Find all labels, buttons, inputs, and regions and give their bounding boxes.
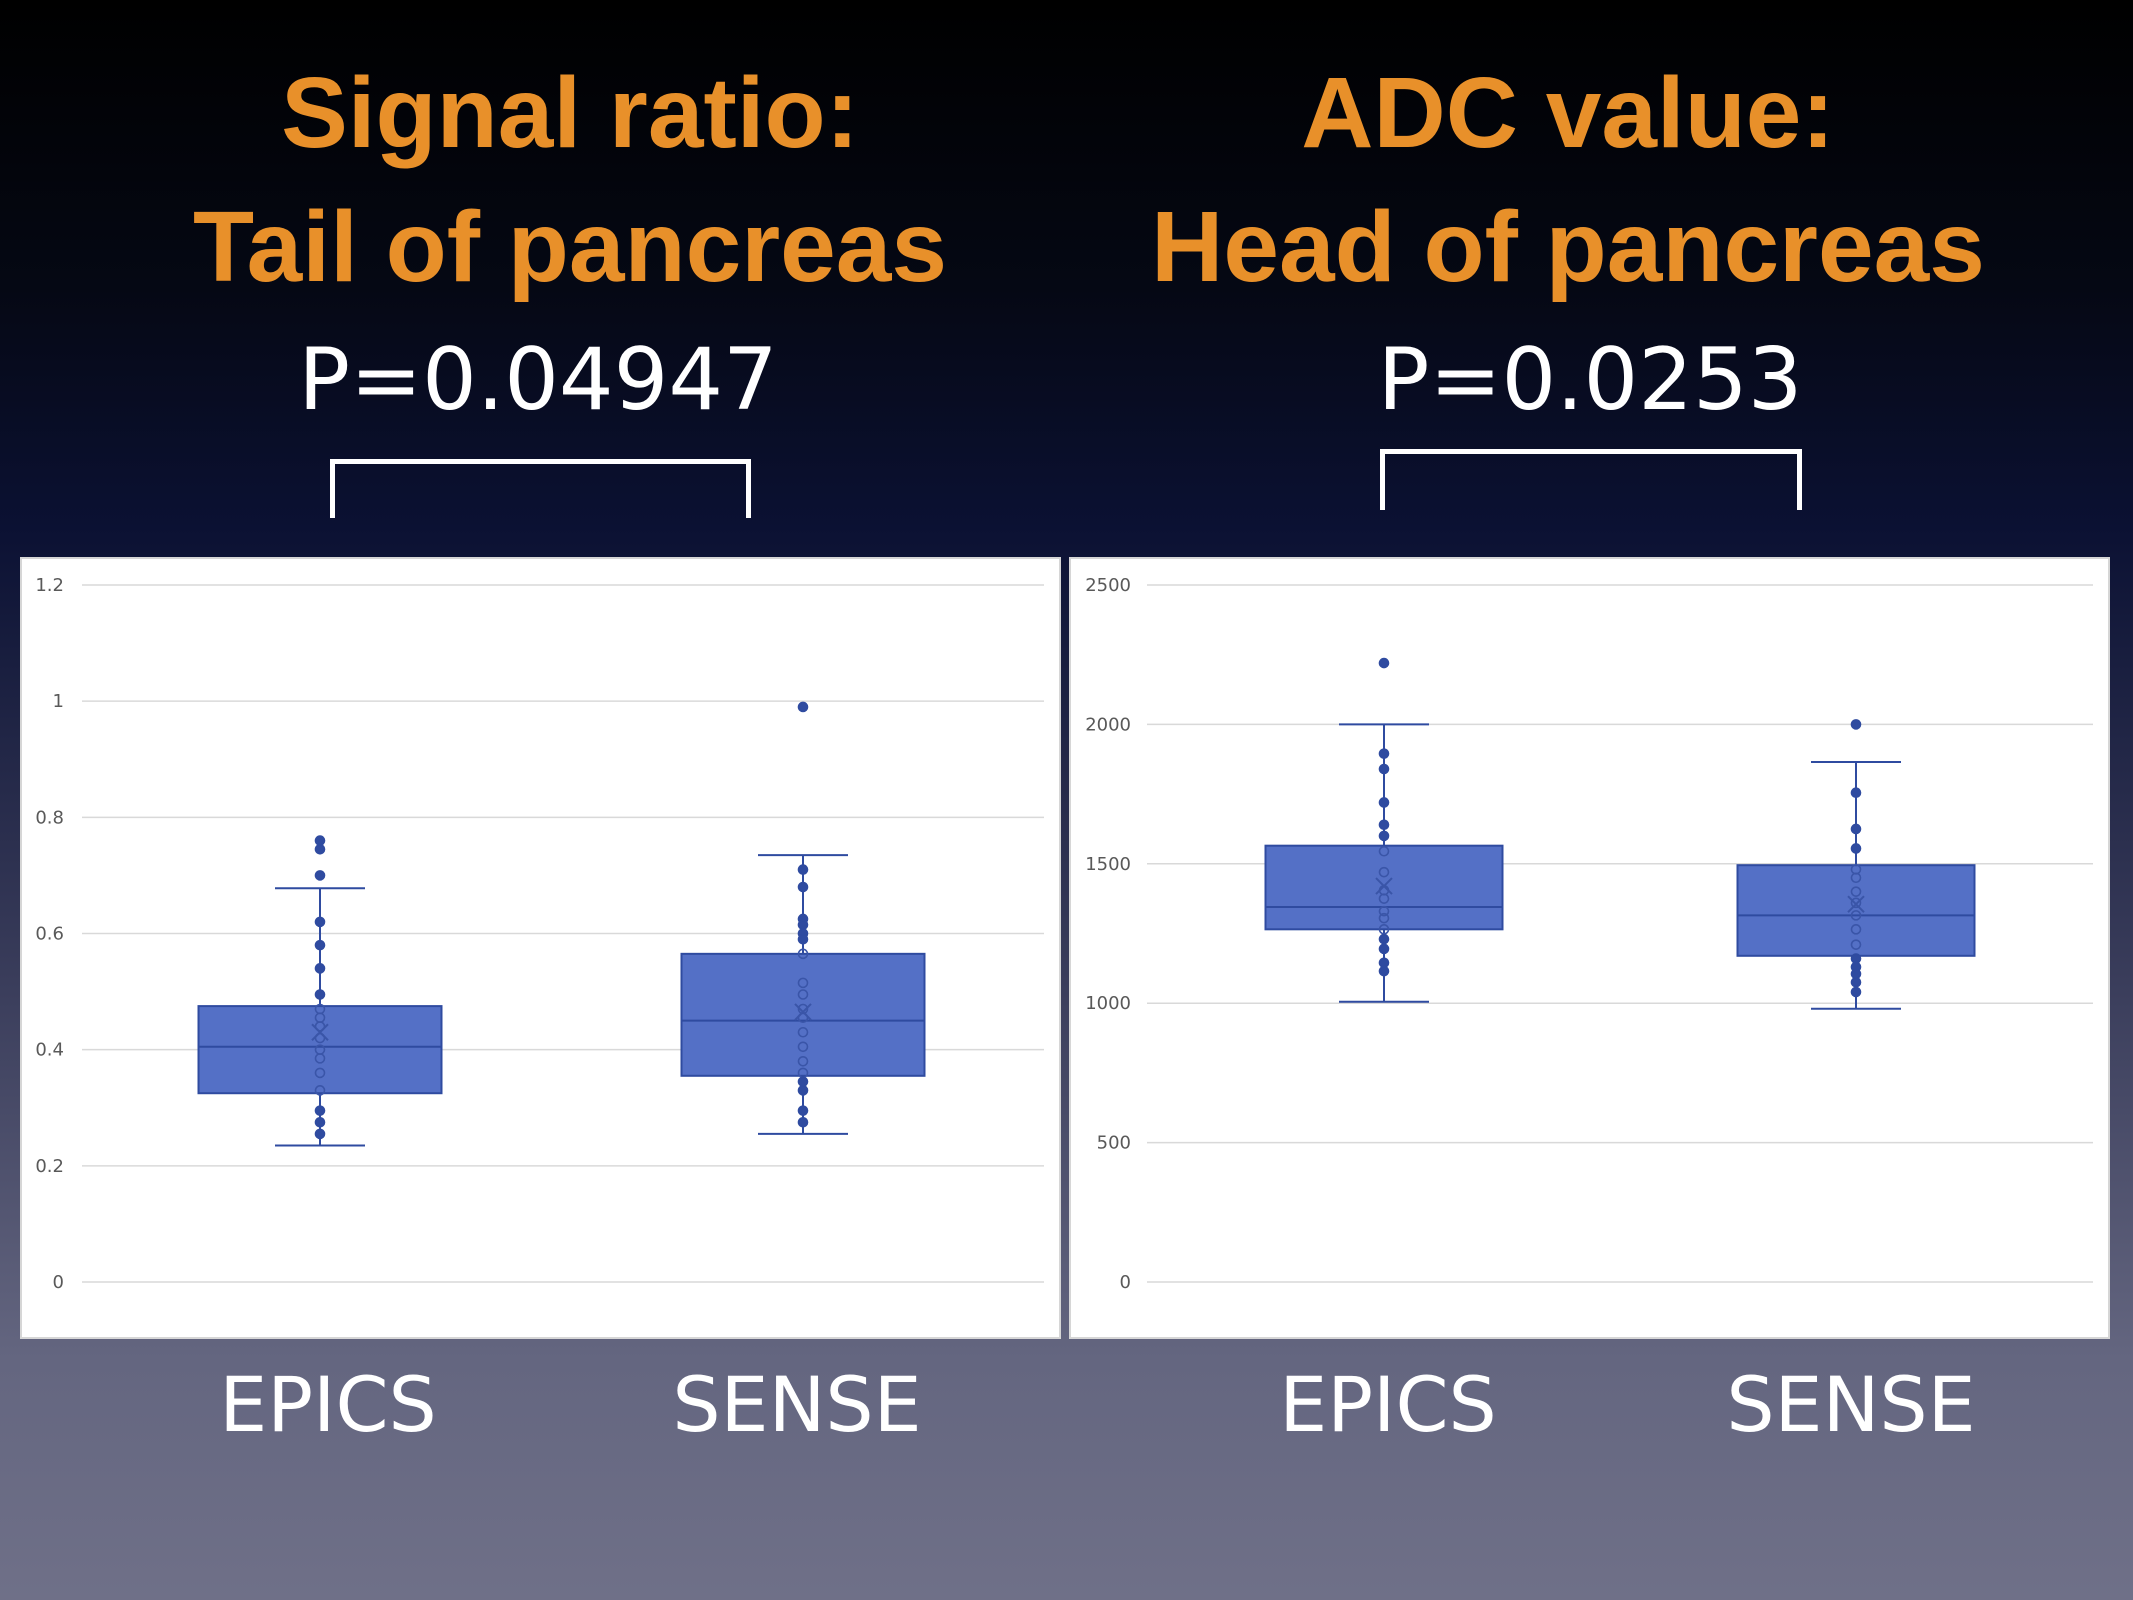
data-point (314, 1105, 326, 1116)
data-point (314, 1128, 326, 1140)
mean-marker (311, 1023, 329, 1041)
data-point (1378, 748, 1390, 759)
data-point (1850, 986, 1862, 998)
data-point-inner (314, 1067, 326, 1079)
right-significance-bracket (1380, 449, 1802, 510)
right-p-value: P=0.0253 (1377, 330, 1803, 430)
right-boxplot-svg: 0 500 1000 1500 2000 2500 (1085, 575, 2093, 1293)
mean-marker (794, 1003, 812, 1021)
y-tick-label: 1500 (1085, 854, 1131, 875)
data-point-inner (797, 989, 809, 1000)
data-point (797, 1076, 809, 1087)
data-point (797, 701, 809, 713)
data-point (1850, 719, 1862, 730)
mean-marker (1375, 877, 1393, 895)
data-point-inner (1850, 886, 1862, 897)
data-point (314, 1116, 326, 1128)
left-xlabel-epics: EPICS (219, 1360, 437, 1449)
data-point (1850, 823, 1862, 835)
data-point (314, 963, 326, 974)
box-group-sense (1736, 719, 1976, 1010)
data-point (314, 843, 326, 855)
data-point (1378, 657, 1390, 669)
left-boxplot-svg: 0 0.2 0.4 0.6 0.8 1 1.2 (35, 575, 1044, 1293)
data-point (1850, 976, 1862, 988)
right-title-line-2: Head of pancreas (1151, 191, 1985, 303)
data-point (1378, 830, 1390, 842)
data-point (1378, 943, 1390, 955)
box-group-sense (680, 701, 926, 1135)
y-tick-label: 500 (1097, 1133, 1131, 1154)
data-point (797, 919, 809, 931)
data-point (797, 1116, 809, 1128)
data-point-inner (797, 977, 809, 989)
iqr-box (680, 952, 926, 1077)
data-point (314, 870, 326, 881)
data-point-inner (1850, 897, 1862, 909)
data-point-inner (797, 1055, 809, 1067)
right-xlabel-epics: EPICS (1279, 1360, 1497, 1449)
data-point-inner (1850, 924, 1862, 935)
y-tick-label: 0.4 (35, 1040, 64, 1061)
y-tick-label: 1 (53, 691, 64, 712)
data-point-inner (1850, 910, 1862, 921)
left-xlabel-sense: SENSE (672, 1360, 922, 1449)
data-point-inner (1378, 912, 1390, 924)
data-point-inner (797, 1026, 809, 1038)
left-p-value: P=0.04947 (298, 330, 778, 430)
data-point (797, 1085, 809, 1096)
data-point (1378, 819, 1390, 831)
data-point (1378, 797, 1390, 808)
y-tick-label: 2000 (1085, 714, 1131, 735)
y-tick-label: 0 (53, 1272, 64, 1293)
right-xlabel-sense: SENSE (1726, 1360, 1976, 1449)
y-tick-label: 0.2 (35, 1156, 64, 1177)
right-chart-title: ADC value: Head of pancreas (1058, 46, 2078, 314)
data-point (797, 881, 809, 893)
data-point (1850, 843, 1862, 854)
data-point-inner (1378, 893, 1390, 904)
data-point (314, 989, 326, 1000)
left-chart-title: Signal ratio: Tail of pancreas (60, 46, 1080, 314)
y-tick-label: 1000 (1085, 993, 1131, 1014)
data-point (797, 864, 809, 875)
data-point (314, 835, 326, 846)
iqr-box (197, 1005, 443, 1095)
y-tick-label: 1.2 (35, 575, 64, 596)
right-boxplot-chart: 0 500 1000 1500 2000 2500 (1069, 557, 2110, 1339)
y-tick-label: 0 (1120, 1272, 1131, 1293)
data-point (314, 916, 326, 928)
data-point (314, 939, 326, 951)
data-point (1850, 787, 1862, 799)
data-point-inner (1850, 939, 1862, 950)
data-point (797, 1105, 809, 1116)
left-title-line-2: Tail of pancreas (193, 191, 947, 303)
left-title-line-1: Signal ratio: (281, 57, 859, 169)
data-point (797, 934, 809, 945)
data-point-inner (1850, 872, 1862, 884)
y-tick-label: 0.6 (35, 924, 64, 945)
data-point-inner (1378, 845, 1390, 857)
mean-marker (1847, 895, 1865, 913)
left-boxplot-chart: 0 0.2 0.4 0.6 0.8 1 1.2 (20, 557, 1061, 1339)
y-tick-label: 2500 (1085, 575, 1131, 596)
box-group-epics (1264, 657, 1504, 1003)
y-tick-label: 0.8 (35, 807, 64, 828)
data-point (1378, 965, 1390, 977)
right-title-line-1: ADC value: (1301, 57, 1835, 169)
data-point-inner (1378, 905, 1390, 917)
left-significance-bracket (330, 459, 751, 518)
data-point-inner (314, 1085, 326, 1096)
data-point-inner (797, 1041, 809, 1053)
data-point (1378, 763, 1390, 775)
data-point-inner (314, 1053, 326, 1064)
box-group-epics (197, 835, 443, 1147)
data-point-inner (1378, 866, 1390, 878)
data-point (1378, 933, 1390, 945)
data-point-inner (797, 948, 809, 960)
